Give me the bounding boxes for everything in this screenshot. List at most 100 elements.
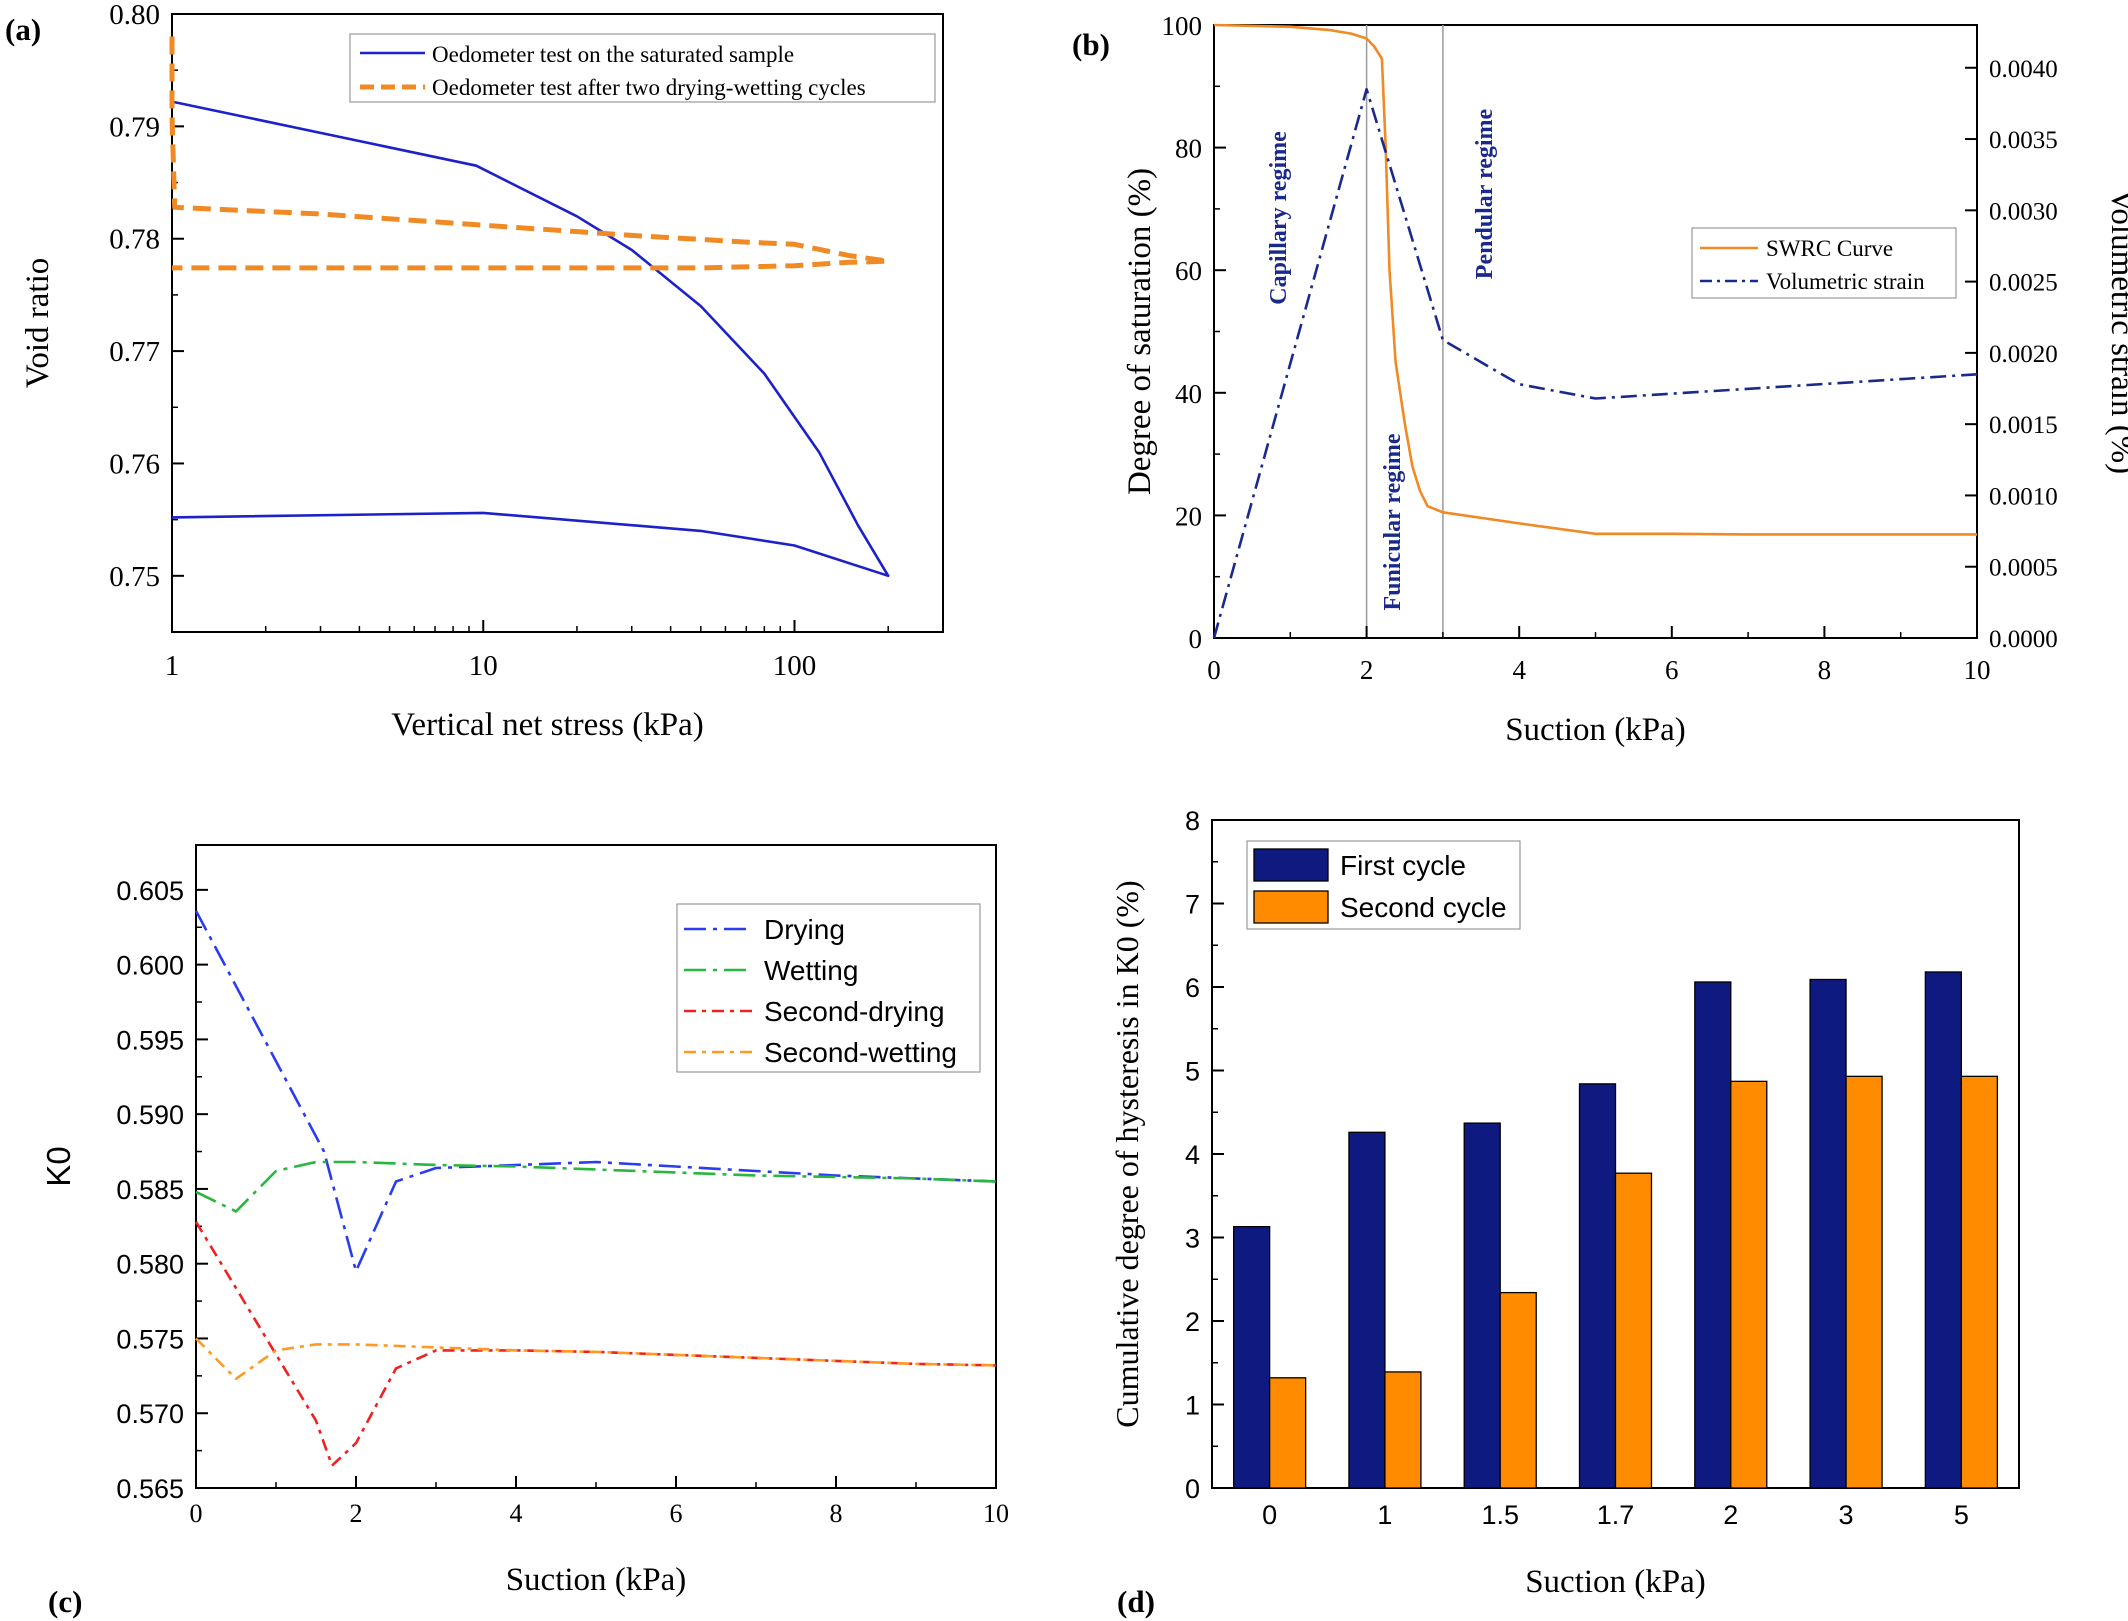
x-axis-label: Suction (kPa)	[1505, 712, 1686, 748]
legend-swatch-first-cycle	[1253, 848, 1329, 882]
series-line-second-wetting	[195, 1337, 997, 1381]
x-tick-label: 1	[165, 650, 180, 682]
x-tick-label: 1	[1377, 1500, 1392, 1530]
y-right-tick-label: 0.0005	[1989, 555, 2058, 582]
legend: First cycle Second cycle	[1246, 840, 1521, 930]
x-tick-label: 2	[350, 1499, 363, 1528]
legend-box	[676, 903, 981, 1073]
regime-label-funicular: Funicular regime	[1380, 433, 1406, 610]
panel-d: 0 1 2 3 4 5 6 7 8 0 1 1.5 1.7 2 3 5 Suction (kPa) Cumulat…	[1109, 806, 2020, 1619]
panel-a: 1 10 100 0.75 0.76 0.77 0.78 0.79 0.80 Vertical n…	[5, 0, 944, 743]
y-tick-label: 0.575	[116, 1324, 184, 1354]
y-right-axis-label: Volumetric strain (%)	[2104, 189, 2128, 474]
y-tick-label: 60	[1175, 256, 1202, 286]
legend-label: Drying	[764, 914, 845, 945]
bar-second-cycle	[1730, 1080, 1768, 1489]
x-tick-label: 2	[1360, 655, 1374, 685]
x-tick-label: 0	[190, 1499, 203, 1528]
legend-box	[349, 33, 936, 103]
panel-b: 0 2 4 6 8 100204060801000.00000.00050.00100.0…	[1072, 11, 2128, 748]
y-right-tick-label: 0.0030	[1989, 198, 2058, 225]
bar-first-cycle	[1463, 1122, 1501, 1489]
legend: SWRC Curve Volumetric strain	[1691, 227, 1957, 299]
x-tick-label: 4	[510, 1499, 523, 1528]
bar-first-cycle	[1348, 1131, 1386, 1489]
legend-swatch-second-cycle	[1253, 890, 1329, 924]
panel-label: (b)	[1072, 27, 1110, 62]
legend-label: First cycle	[1340, 850, 1466, 881]
y-tick-label: 0.590	[116, 1100, 184, 1130]
legend-label: Wetting	[764, 955, 858, 986]
y-tick-label: 0.78	[109, 224, 160, 256]
panel-label: (c)	[48, 1584, 82, 1619]
bar-second-cycle	[1845, 1075, 1883, 1489]
x-tick-label: 8	[830, 1499, 843, 1528]
series-line-drying-wetting	[169, 36, 891, 271]
regime-label-pendular: Pendular regime	[1472, 108, 1498, 279]
legend-box	[1691, 227, 1957, 299]
y-tick-label: 8	[1185, 806, 1200, 836]
regime-label-capillary: Capillary regime	[1266, 131, 1292, 305]
legend: Oedometer test on the saturated sample Oe…	[349, 33, 936, 103]
x-axis-label: Suction (kPa)	[506, 1562, 687, 1598]
series-line-saturated	[171, 100, 890, 578]
y-tick-label: 5	[1185, 1057, 1200, 1087]
x-tick-label: 0	[1207, 655, 1221, 685]
x-tick-label: 5	[1954, 1500, 1969, 1530]
y-tick-label: 20	[1175, 501, 1202, 531]
bar-second-cycle	[1268, 1377, 1307, 1489]
bar-first-cycle	[1924, 971, 1963, 1489]
bar-first-cycle	[1578, 1083, 1617, 1489]
y-axis-label: Void ratio	[20, 258, 56, 388]
y-tick-label: 2	[1185, 1307, 1200, 1337]
plot-frame	[1213, 24, 1978, 639]
y-tick-label: 80	[1175, 134, 1202, 164]
x-tick-label: 100	[773, 650, 817, 682]
legend-label: Oedometer test on the saturated sample	[432, 42, 794, 67]
series-line-volumetric-strain	[1212, 87, 1978, 639]
legend-label: Volumetric strain	[1766, 269, 1925, 294]
y-tick-label: 0.605	[116, 876, 184, 906]
y-tick-label: 0.565	[116, 1474, 184, 1504]
y-tick-label: 100	[1162, 11, 1203, 41]
y-tick-label: 0	[1185, 1474, 1200, 1504]
y-right-tick-label: 0.0000	[1989, 626, 2058, 653]
y-tick-label: 3	[1185, 1224, 1200, 1254]
y-tick-label: 0.570	[116, 1399, 184, 1429]
legend-label: Oedometer test after two drying-wetting …	[432, 75, 866, 100]
y-tick-label: 1	[1185, 1391, 1200, 1421]
y-tick-label: 0.79	[109, 111, 160, 143]
legend-label: Second cycle	[1340, 892, 1507, 923]
y-tick-label: 0.580	[116, 1250, 184, 1280]
x-tick-label: 10	[983, 1499, 1009, 1528]
panel-label: (d)	[1117, 1584, 1155, 1619]
x-axis-label: Vertical net stress (kPa)	[391, 707, 704, 743]
legend-label: Second-drying	[764, 996, 945, 1027]
y-tick-label: 0.77	[109, 336, 160, 368]
x-tick-label: 6	[670, 1499, 683, 1528]
y-tick-label: 0.600	[116, 951, 184, 981]
y-right-tick-label: 0.0025	[1989, 270, 2058, 297]
x-tick-label: 2	[1723, 1500, 1738, 1530]
panel-label: (a)	[5, 12, 41, 47]
bar-second-cycle	[1614, 1172, 1653, 1489]
y-tick-label: 0.595	[116, 1025, 184, 1055]
y-right-tick-label: 0.0035	[1989, 127, 2058, 154]
y-tick-label: 0.75	[109, 561, 160, 593]
series-line-drying	[194, 910, 997, 1273]
y-tick-label: 0.76	[109, 448, 160, 480]
x-tick-label: 1.5	[1481, 1500, 1519, 1530]
y-axis-label: K0	[40, 1146, 77, 1186]
x-tick-label: 10	[1964, 655, 1991, 685]
y-tick-label: 7	[1185, 890, 1200, 920]
x-tick-label: 8	[1818, 655, 1832, 685]
x-tick-label: 6	[1665, 655, 1679, 685]
bar-first-cycle	[1232, 1225, 1271, 1489]
bar-second-cycle	[1384, 1371, 1422, 1489]
bar-first-cycle	[1809, 978, 1847, 1489]
legend: Drying Wetting Second-drying Second-wetting	[676, 903, 981, 1073]
series-line-swrc	[1213, 23, 1977, 536]
y-tick-label: 40	[1175, 379, 1202, 409]
y-tick-label: 0.585	[116, 1175, 184, 1205]
